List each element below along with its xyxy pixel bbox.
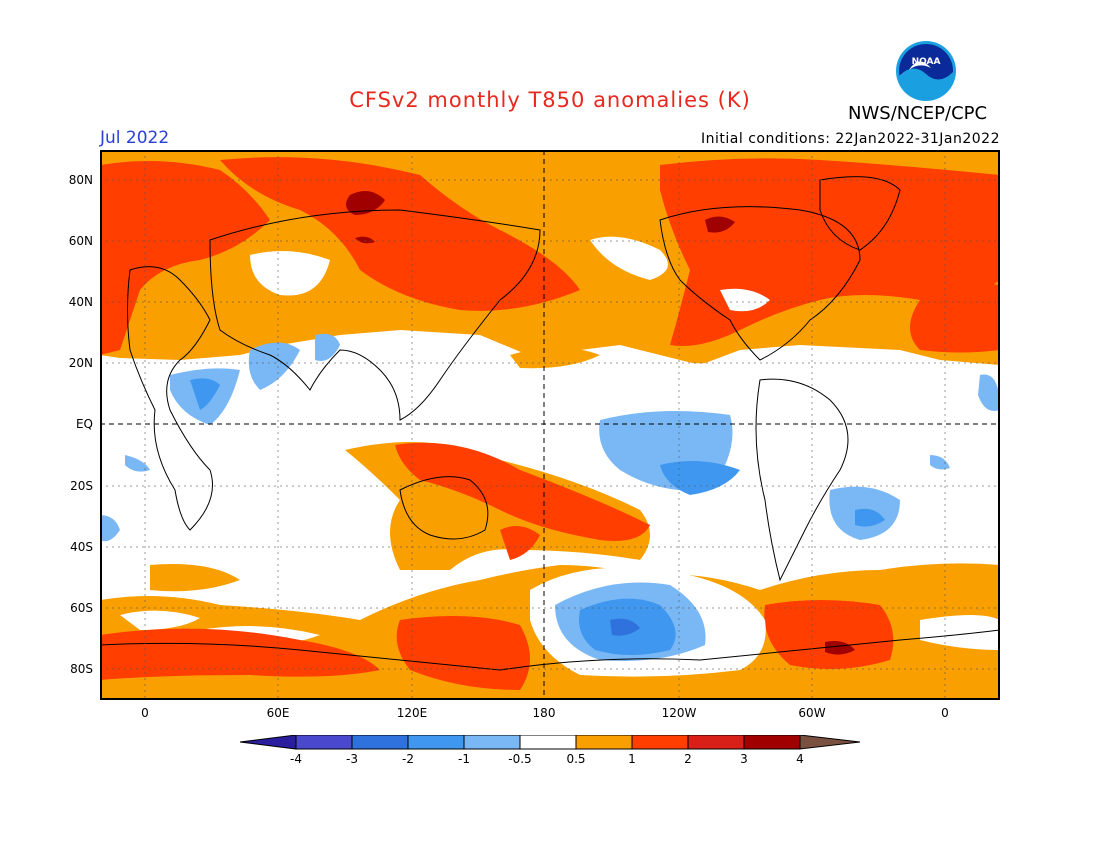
lon-label: 60W <box>798 706 826 720</box>
colorbar-label: 0.5 <box>566 752 586 766</box>
lat-label: EQ <box>75 417 93 431</box>
logo-text: NOAA <box>912 57 941 67</box>
lat-label: 20S <box>70 479 93 493</box>
lon-label: 180 <box>532 706 556 720</box>
lon-label: 120W <box>661 706 697 720</box>
chart-title: CFSv2 monthly T850 anomalies (K) <box>349 88 751 112</box>
colorbar-label: 2 <box>684 752 692 766</box>
colorbar-label: -0.5 <box>508 752 532 766</box>
lon-label: 60E <box>266 706 290 720</box>
colorbar <box>240 735 860 750</box>
lat-label: 60N <box>68 234 93 248</box>
lat-label: 40S <box>70 540 93 554</box>
lon-label: 0 <box>141 706 149 720</box>
lat-label: 40N <box>68 295 93 309</box>
colorbar-label: 1 <box>628 752 636 766</box>
anomaly-map <box>100 150 1000 700</box>
colorbar-label: -2 <box>402 752 414 766</box>
initial-conditions: Initial conditions: 22Jan2022-31Jan2022 <box>701 131 1000 147</box>
colorbar-label: 3 <box>740 752 748 766</box>
noaa-logo: NOAA <box>895 40 957 102</box>
colorbar-label: 4 <box>796 752 804 766</box>
lat-label: 60S <box>70 601 93 615</box>
agency-label: NWS/NCEP/CPC <box>848 103 988 124</box>
forecast-month: Jul 2022 <box>100 128 170 148</box>
lon-label: 120E <box>396 706 428 720</box>
lat-label: 80N <box>68 173 93 187</box>
nh-red-region <box>100 161 270 355</box>
lon-label: 0 <box>941 706 949 720</box>
colorbar-label: -3 <box>346 752 358 766</box>
colorbar-label: -1 <box>458 752 470 766</box>
lat-label: 80S <box>70 662 93 676</box>
lat-label: 20N <box>68 356 93 370</box>
colorbar-label: -4 <box>290 752 302 766</box>
